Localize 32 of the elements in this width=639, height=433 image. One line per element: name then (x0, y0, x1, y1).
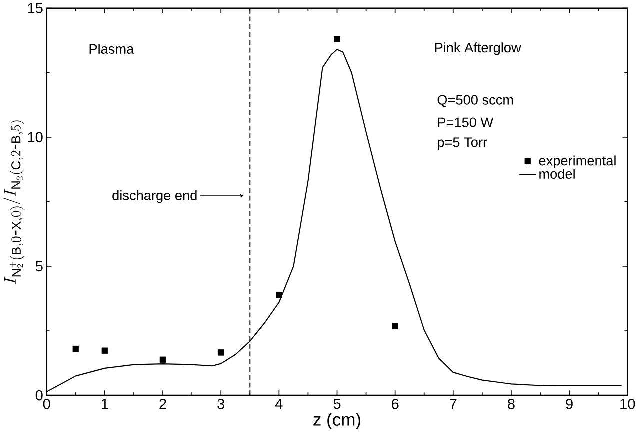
point (392, 323, 398, 330)
x-tick-label: 6 (392, 399, 399, 410)
legend-label: model (540, 169, 575, 180)
point (102, 348, 108, 354)
point (160, 356, 166, 364)
annotation: Plasma (90, 44, 134, 54)
point (276, 292, 282, 298)
y-axis-title: $I_{\mathrm{N}_2^+(\mathrm{B},0\mbox{-}\mathrm{X},0)}/I_{\mathrm{N}_2(\mathrm{C},2\mbox{-}\mathrm{B},5)}$ (3, 120, 24, 284)
annotation: Pink Afterglow (435, 42, 522, 56)
y-tick-label: 5 (36, 262, 43, 272)
point (218, 350, 224, 356)
x-tick-label: 5 (334, 399, 341, 410)
x-tick-label: 10 (620, 399, 636, 410)
x-tick-label: 0 (43, 399, 50, 410)
annotation: P=150 W (438, 118, 494, 128)
legend-label: experimental (539, 156, 616, 169)
annotation: discharge end (112, 190, 197, 204)
annotation: Q=500 sccm (438, 95, 514, 108)
point (72, 346, 80, 352)
y-tick-label: 0 (36, 390, 43, 401)
x-tick-label: 7 (450, 399, 457, 410)
x-tick-label: 9 (566, 399, 573, 410)
annotation: p=5 Torr (438, 138, 488, 150)
x-tick-label: 2 (160, 399, 166, 410)
y-tick-label: 15 (28, 3, 43, 14)
x-tick-label: 3 (218, 399, 225, 410)
x-tick-label: 4 (275, 399, 283, 410)
y-tick-label: 10 (28, 132, 43, 143)
x-axis-title: z (cm) (314, 413, 360, 430)
point (334, 36, 340, 43)
x-tick-label: 8 (508, 399, 515, 410)
x-tick-label: 1 (102, 399, 108, 410)
